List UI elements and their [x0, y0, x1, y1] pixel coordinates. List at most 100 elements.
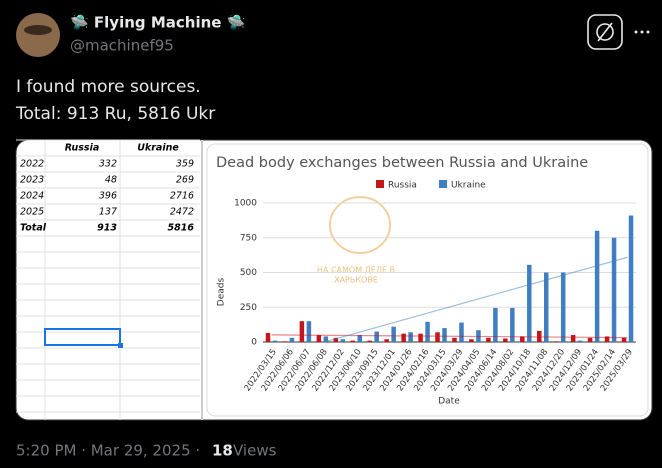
tweet-text: I found more sources.: [16, 77, 201, 97]
bar: [503, 338, 508, 342]
bar: [323, 336, 329, 342]
bar: [265, 332, 271, 342]
bar: [604, 336, 610, 342]
table-cell: 5816: [168, 223, 195, 234]
table-cell: 137: [99, 207, 117, 218]
views-label: Views: [233, 442, 277, 460]
bar: [587, 337, 593, 342]
bar: [391, 326, 396, 342]
table-cell: 396: [99, 191, 117, 202]
table-cell: 269: [176, 175, 194, 186]
chart-title: Dead body exchanges between Russia and U…: [216, 155, 588, 171]
bar: [527, 264, 532, 342]
user-name[interactable]: 🛸 Flying Machine 🛸: [70, 13, 245, 32]
table-cell: 359: [176, 159, 194, 170]
watermark: ХАРЬКОВЕ: [334, 276, 378, 285]
watermark-logo: [329, 196, 391, 254]
bar: [442, 328, 447, 342]
tweet-text: Total: 913 Ru, 5816 Ukr: [15, 104, 215, 124]
chart: Dead body exchanges between Russia and U…: [216, 155, 636, 407]
bar: [282, 341, 288, 342]
bar: [560, 272, 566, 342]
bar: [316, 335, 322, 342]
y-tick-label: 750: [240, 233, 257, 243]
chart-card: [206, 143, 649, 417]
bar: [452, 337, 457, 342]
trendline: [322, 256, 628, 342]
bar: [333, 337, 339, 342]
column-header: Ukraine: [137, 143, 179, 154]
bar: [289, 337, 295, 342]
legend-swatch: [438, 180, 447, 188]
bar: [544, 272, 549, 342]
grok-frame: [587, 14, 623, 50]
y-axis-title: Deads: [217, 278, 227, 307]
grok-icon: [597, 22, 613, 42]
dot: [640, 30, 644, 34]
bar: [510, 307, 515, 342]
avatar-shape: [24, 25, 52, 35]
table-cell: 332: [99, 159, 117, 170]
table-cell: 2716: [170, 191, 194, 202]
table-cell: 48: [105, 175, 117, 186]
grok-button[interactable]: [587, 14, 623, 50]
bar: [621, 337, 627, 342]
bar: [628, 215, 634, 342]
bar: [570, 335, 576, 342]
view-count: 18: [212, 442, 233, 460]
y-tick-label: 500: [240, 268, 257, 278]
bar: [577, 340, 583, 342]
legend-swatch: [376, 180, 384, 188]
bar: [384, 339, 389, 342]
y-tick-label: 250: [240, 303, 257, 313]
bar: [520, 336, 525, 342]
bar: [435, 332, 440, 342]
bar: [350, 340, 355, 342]
bar: [418, 333, 423, 342]
bar: [401, 333, 406, 342]
more-button[interactable]: [634, 30, 650, 34]
bar: [374, 331, 379, 342]
table-cell: Total: [20, 223, 47, 234]
table-cell: 2024: [20, 191, 44, 202]
y-tick-label: 1000: [234, 199, 257, 209]
bar: [340, 339, 346, 342]
bar: [357, 335, 362, 342]
selected-cell: [44, 328, 121, 346]
table-cell: 2025: [20, 207, 44, 218]
table-cell: 913: [97, 223, 117, 234]
timestamp[interactable]: 5:20 PM · Mar 29, 2025 ·: [16, 442, 200, 460]
divider: [201, 140, 203, 420]
bar: [493, 307, 498, 342]
table-cell: 2022: [20, 159, 44, 170]
bar: [408, 332, 413, 342]
trendline: [271, 334, 628, 339]
dot: [634, 30, 638, 34]
bar: [469, 339, 474, 342]
bar: [553, 341, 559, 342]
legend-label: Ukraine: [451, 181, 486, 191]
bar: [367, 340, 372, 342]
user-handle[interactable]: @machinef95: [70, 37, 174, 55]
bar: [611, 237, 617, 342]
bar: [272, 340, 278, 342]
x-axis-title: Date: [438, 397, 460, 407]
bar: [594, 230, 600, 342]
bar: [306, 321, 312, 342]
bar: [299, 321, 305, 342]
column-header: Russia: [65, 143, 100, 154]
spreadsheet: Russia Ukraine 2022 332 359 2023 48 269 2024 396 2…: [16, 139, 200, 420]
bar: [425, 321, 430, 342]
y-tick-label: 0: [251, 338, 257, 348]
table-cell: 2472: [170, 207, 194, 218]
bar: [459, 322, 464, 342]
legend-label: Russia: [388, 181, 417, 191]
grok-icon: [596, 23, 614, 41]
dot: [646, 30, 650, 34]
selection-handle: [118, 343, 123, 348]
bar: [486, 337, 491, 342]
watermark: НА САМОМ ДЕЛЕ В: [317, 266, 395, 275]
table-cell: 2023: [20, 175, 44, 186]
